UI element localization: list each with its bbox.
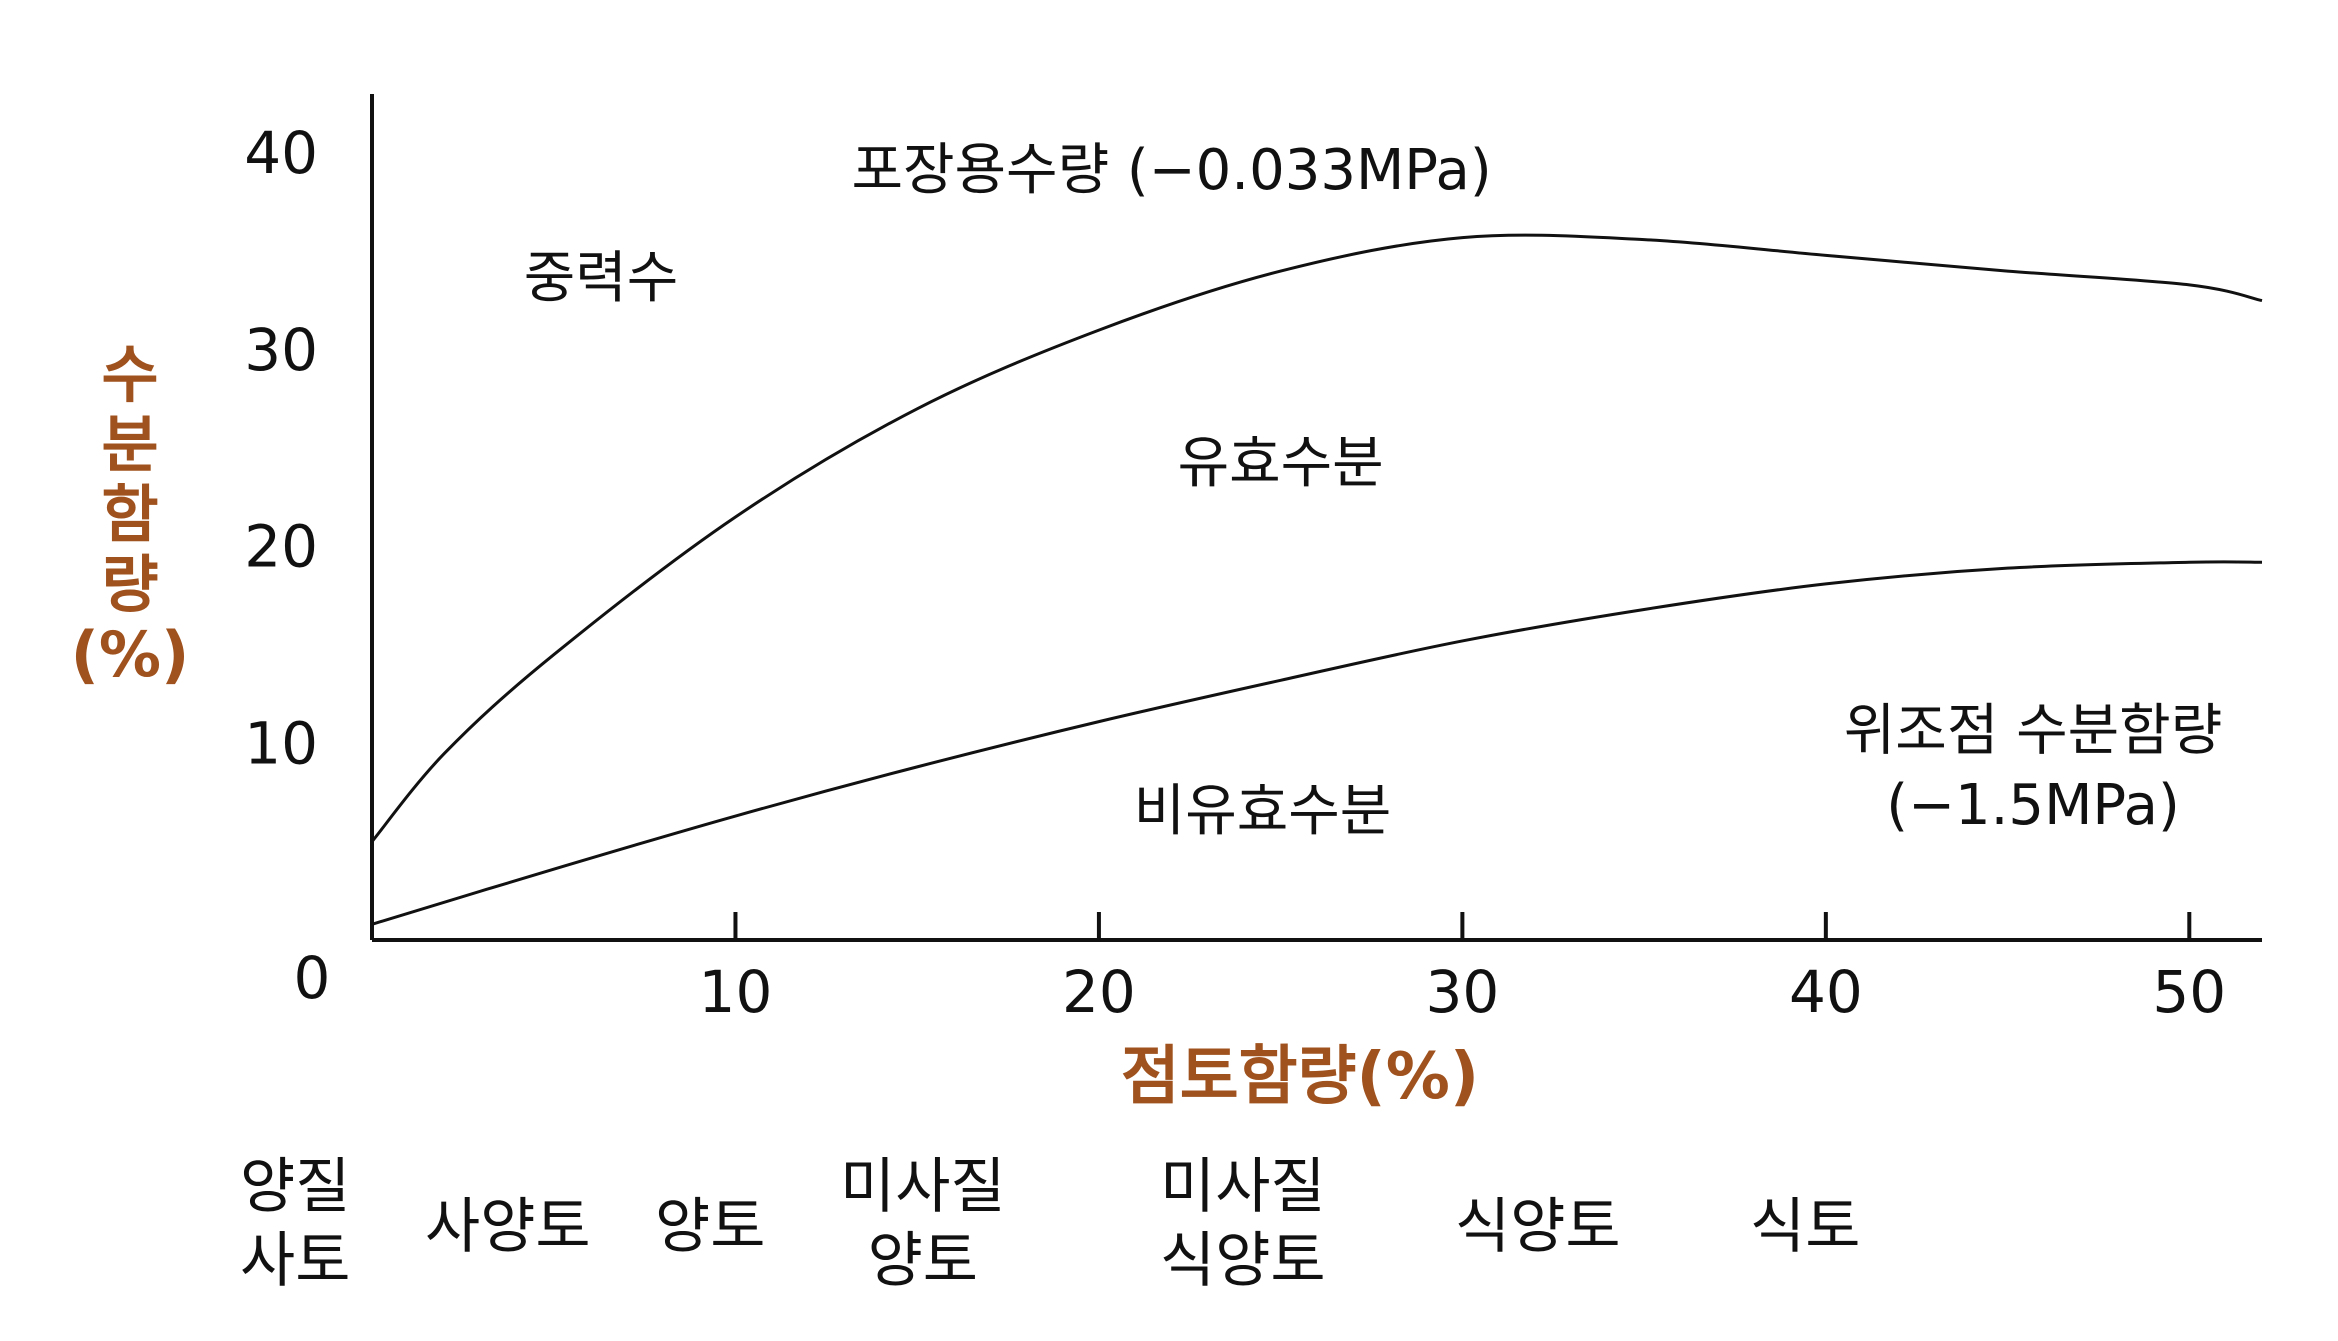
y-tick-label: 40 — [244, 119, 318, 187]
soil-class-line: 사양토 — [425, 1192, 591, 1262]
soil-class-loamy-sand: 양질 사토 — [240, 1150, 350, 1298]
soil-class-silty-clay-loam: 미사질 식양토 — [1160, 1150, 1326, 1298]
y-axis-label-line: 함 — [101, 478, 159, 551]
soil-class-line: 양토 — [867, 1226, 978, 1296]
soil-class-line: 식토 — [1750, 1192, 1861, 1262]
wilting-point-curve — [371, 560, 2263, 926]
x-tick-label: 50 — [2152, 958, 2226, 1026]
soil-class-line: 미사질 — [1160, 1152, 1326, 1222]
y-axis-label-line: (%) — [70, 618, 190, 691]
soil-class-sandy-loam: 사양토 — [425, 1190, 591, 1264]
y-tick-label: 0 — [294, 944, 331, 1012]
soil-class-line: 식양토 — [1160, 1226, 1326, 1296]
field-capacity-curve — [370, 233, 2263, 843]
y-tick-label: 10 — [244, 709, 318, 777]
y-axis-label-line: 량 — [101, 548, 159, 621]
annotation-unavailable: 비유효수분 — [1134, 779, 1392, 844]
x-axis-label: 점토함량(%) — [1120, 1040, 1480, 1114]
soil-class-clay-loam: 식양토 — [1455, 1190, 1621, 1264]
x-tick-label: 10 — [699, 958, 773, 1026]
annotation-fieldcap: 포장용수량 (−0.033MPa) — [851, 138, 1491, 203]
y-axis-label-line: 수 — [101, 338, 159, 411]
y-axis-label-line: 분 — [101, 408, 159, 481]
x-tick-label: 20 — [1062, 958, 1136, 1026]
annotation-available: 유효수분 — [1178, 431, 1384, 496]
y-axis-label: 수 분 함 량 (%) — [40, 340, 220, 690]
annotation-wilting1: 위조점 수분함량 — [1844, 698, 2222, 763]
x-tick-label: 40 — [1789, 958, 1863, 1026]
soil-class-line: 미사질 — [840, 1152, 1006, 1222]
soil-class-clay: 식토 — [1750, 1190, 1860, 1264]
soil-class-line: 식양토 — [1455, 1192, 1621, 1262]
y-tick-label: 30 — [244, 316, 318, 384]
annotation-gravity: 중력수 — [524, 246, 679, 311]
soil-class-line: 사토 — [240, 1226, 351, 1296]
x-tick-label: 30 — [1425, 958, 1499, 1026]
soil-class-line: 양질 — [240, 1152, 351, 1222]
soil-class-silt-loam: 미사질 양토 — [840, 1150, 1006, 1298]
y-tick-label: 20 — [244, 513, 318, 581]
soil-class-line: 양토 — [655, 1192, 766, 1262]
annotation-wilting2: (−1.5MPa) — [1886, 773, 2180, 838]
soil-class-loam: 양토 — [655, 1190, 765, 1264]
